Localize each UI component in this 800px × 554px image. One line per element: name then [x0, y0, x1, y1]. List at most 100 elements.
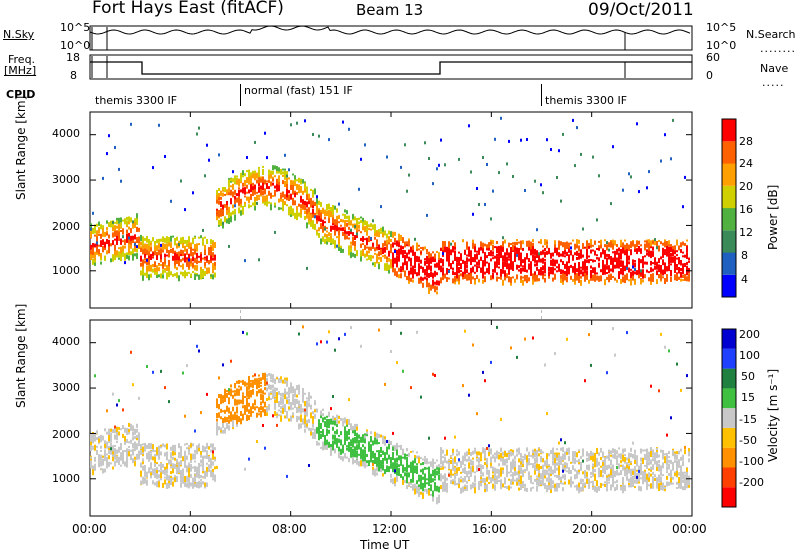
echo-cell — [210, 239, 212, 245]
echo-cell — [458, 260, 460, 266]
echo-cell — [426, 280, 428, 284]
echo-cell — [358, 217, 360, 220]
echo-cell — [484, 252, 486, 256]
echo-cell — [518, 254, 520, 261]
echo-cell — [470, 487, 472, 490]
echo-cell — [314, 430, 316, 435]
echo-cell — [250, 193, 252, 200]
echo-cell — [156, 468, 158, 474]
echo-cell — [608, 256, 610, 260]
echo-cell — [280, 376, 282, 380]
echo-cell — [624, 244, 626, 251]
echo-cell — [92, 211, 94, 215]
echo-cell — [98, 252, 100, 257]
echo-cell — [544, 267, 546, 274]
echo-cell — [474, 278, 476, 281]
echo-cell — [118, 431, 120, 436]
echo-cell — [392, 258, 394, 264]
echo-cell — [534, 271, 536, 276]
echo-cell — [570, 264, 572, 268]
echo-cell — [574, 243, 576, 250]
echo-cell — [450, 263, 452, 269]
echo-cell — [526, 253, 528, 259]
echo-cell — [224, 394, 226, 401]
echo-cell — [164, 259, 166, 261]
echo-cell — [368, 460, 370, 467]
echo-cell — [360, 455, 362, 459]
echo-cell — [302, 190, 304, 195]
echo-cell — [234, 195, 236, 200]
echo-cell — [568, 242, 570, 249]
echo-cell — [198, 236, 200, 239]
echo-cell — [232, 204, 234, 207]
echo-cell — [234, 390, 236, 393]
echo-cell — [210, 443, 212, 448]
echo-cell — [286, 410, 288, 417]
echo-cell — [526, 138, 528, 141]
echo-cell — [234, 175, 236, 179]
echo-cell — [652, 262, 654, 265]
echo-cell — [254, 189, 256, 194]
echo-cell — [154, 453, 156, 459]
echo-cell — [356, 432, 358, 439]
echo-cell — [94, 456, 96, 462]
echo-cell — [440, 477, 442, 482]
echo-cell — [194, 460, 196, 463]
echo-cell — [258, 183, 260, 187]
echo-cell — [284, 153, 286, 157]
echo-cell — [330, 207, 332, 210]
echo-cell — [202, 476, 204, 479]
echo-cell — [628, 172, 630, 176]
echo-cell — [360, 157, 362, 161]
echo-cell — [134, 242, 136, 246]
echo-cell — [462, 455, 464, 459]
echo-cell — [188, 467, 190, 474]
echo-cell — [518, 253, 520, 256]
echo-cell — [246, 414, 248, 419]
echo-cell — [196, 481, 198, 488]
echo-cell — [214, 272, 216, 278]
echo-cell — [324, 416, 326, 420]
echo-cell — [356, 232, 358, 236]
echo-cell — [362, 449, 364, 455]
echo-cell — [372, 456, 374, 459]
echo-cell — [464, 466, 466, 473]
echo-cell — [624, 239, 626, 242]
echo-cell — [208, 456, 210, 463]
echo-cell — [146, 265, 148, 272]
echo-cell — [360, 449, 362, 456]
echo-cell — [442, 252, 444, 256]
echo-cell — [678, 257, 680, 264]
echo-cell — [132, 253, 134, 257]
echo-cell — [402, 464, 404, 471]
echo-cell — [152, 370, 154, 374]
echo-cell — [142, 238, 144, 245]
echo-cell — [100, 467, 102, 470]
echo-cell — [430, 274, 432, 277]
echo-cell — [630, 243, 632, 249]
echo-cell — [376, 450, 378, 453]
echo-cell — [428, 273, 430, 275]
echo-cell — [384, 230, 386, 236]
echo-cell — [120, 179, 122, 183]
echo-cell — [270, 173, 272, 179]
echo-cell — [400, 266, 402, 269]
echo-cell — [492, 189, 494, 193]
echo-cell — [458, 257, 460, 263]
echo-cell — [448, 250, 450, 256]
echo-cell — [586, 270, 588, 277]
echo-cell — [482, 477, 484, 483]
echo-cell — [350, 326, 352, 330]
echo-cell — [364, 244, 366, 247]
echo-cell — [418, 263, 420, 270]
echo-cell — [108, 234, 110, 239]
echo-cell — [204, 482, 206, 487]
echo-cell — [604, 250, 606, 255]
echo-cell — [666, 241, 668, 247]
echo-cell — [666, 246, 668, 249]
echo-cell — [350, 447, 352, 453]
echo-cell — [628, 270, 630, 273]
echo-cell — [188, 244, 190, 249]
echo-cell — [482, 244, 484, 251]
echo-cell — [274, 387, 276, 394]
